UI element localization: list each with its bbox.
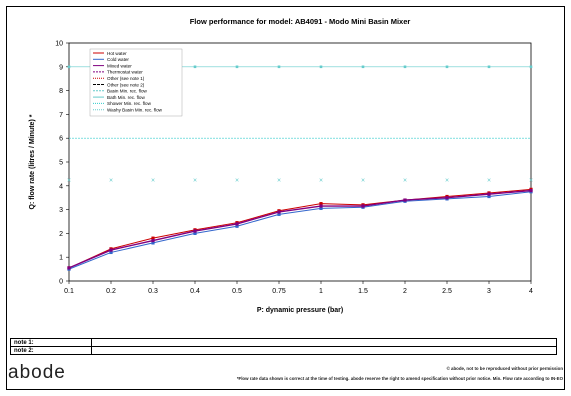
ref-marker-bath (277, 65, 281, 69)
legend-label: Bath Min. rec. flow (107, 95, 145, 100)
note-2-label: note 2: (14, 348, 34, 354)
ref-marker-washy-basin: × (277, 177, 281, 184)
x-tick-label: 2.5 (442, 288, 452, 295)
legend-label: Other (see note 2) (107, 82, 145, 87)
ref-marker-washy-basin: × (361, 177, 365, 184)
data-point (193, 231, 197, 235)
data-point (109, 248, 113, 252)
legend-label: Hot water (107, 51, 127, 56)
y-tick-label: 3 (59, 207, 63, 214)
series-line-mixed-water (68, 189, 532, 269)
data-point (529, 188, 533, 193)
y-tick-label: 6 (59, 136, 63, 143)
x-tick-label: 0.5 (232, 288, 242, 295)
data-point (319, 204, 323, 208)
copyright-text: © abode, not to be reproduced without pr… (446, 366, 563, 371)
data-point (319, 206, 323, 211)
x-tick-label: 1 (319, 288, 323, 295)
legend-label: Washy Basin Min. rec. flow (107, 108, 163, 113)
legend-label: Other (see note 1) (107, 76, 145, 81)
ref-marker-bath (487, 65, 491, 69)
data-point (67, 266, 71, 270)
flow-chart: Flow performance for model: AB4091 - Mod… (29, 17, 533, 314)
data-point (277, 210, 281, 214)
abode-logo: abode (8, 362, 66, 383)
data-point (487, 192, 491, 196)
x-tick-label: 1.5 (358, 288, 368, 295)
x-axis-label: P: dynamic pressure (bar) (257, 307, 343, 314)
legend-label: Cold water (107, 57, 129, 62)
ref-marker-bath (319, 65, 323, 69)
x-tick-label: 4 (529, 288, 533, 295)
series-line-cold-water (68, 191, 532, 270)
x-tick-label: 0.3 (148, 288, 158, 295)
data-point (235, 222, 239, 226)
legend-label: Basin Min. rec. flow (107, 89, 148, 94)
y-tick-label: 7 (59, 112, 63, 119)
legend-label: Mixed water (107, 63, 132, 68)
ref-marker-washy-basin: × (529, 177, 533, 184)
y-tick-label: 2 (59, 231, 63, 238)
ref-marker-washy-basin: × (487, 177, 491, 184)
data-point (151, 241, 155, 245)
y-axis-label: Q: flow rate (litres / Minute) * (29, 114, 36, 209)
ref-marker-washy-basin: × (193, 177, 197, 184)
series-line-hot-water (68, 188, 532, 269)
ref-marker-washy-basin: × (319, 177, 323, 184)
ref-marker-washy-basin: × (235, 177, 239, 184)
ref-marker-bath (403, 65, 407, 69)
ref-marker-bath (529, 65, 533, 69)
x-tick-label: 0.4 (190, 288, 200, 295)
data-point (151, 238, 155, 243)
ref-marker-washy-basin: × (445, 177, 449, 184)
chart-area: Flow performance for model: AB4091 - Mod… (10, 9, 557, 334)
ref-marker-washy-basin: × (109, 177, 113, 184)
data-point (445, 196, 449, 200)
data-point (277, 212, 281, 216)
legend-box (89, 48, 183, 117)
note-2-row: note 2: (10, 346, 557, 355)
y-tick-label: 1 (59, 255, 63, 262)
x-tick-label: 3 (487, 288, 491, 295)
data-point (361, 204, 365, 208)
ref-marker-washy-basin: × (151, 177, 155, 184)
y-tick-label: 9 (59, 64, 63, 71)
ref-marker-washy-basin: × (67, 177, 71, 184)
disclaimer-text: *Flow rate data shown is correct at the … (236, 376, 563, 381)
x-tick-label: 0.75 (272, 288, 286, 295)
note-2-divider (91, 347, 92, 355)
ref-marker-bath (235, 65, 239, 69)
data-point (193, 229, 197, 233)
ref-marker-washy-basin: × (403, 177, 407, 184)
ref-marker-bath (361, 65, 365, 69)
y-tick-label: 8 (59, 88, 63, 95)
x-tick-label: 0.2 (106, 288, 116, 295)
ref-marker-bath (193, 65, 197, 69)
x-tick-label: 2 (403, 288, 407, 295)
ref-marker-bath (67, 65, 71, 69)
y-tick-label: 0 (59, 279, 63, 286)
y-tick-label: 4 (59, 183, 63, 190)
data-point (319, 202, 323, 206)
ref-marker-bath (445, 65, 449, 69)
legend-label: Shower Min. rec. flow (107, 101, 152, 106)
page-frame (6, 6, 565, 390)
data-point (151, 236, 155, 240)
y-tick-label: 5 (59, 160, 63, 167)
legend-label: Thermostat water (107, 70, 143, 75)
data-point (487, 194, 491, 199)
chart-title: Flow performance for model: AB4091 - Mod… (190, 17, 411, 26)
data-point (403, 198, 407, 202)
data-point (235, 224, 239, 228)
note-1-label: note 1: (14, 340, 34, 346)
x-tick-label: 0.1 (64, 288, 74, 295)
y-tick-label: 10 (55, 41, 63, 48)
note-1-divider (91, 339, 92, 347)
data-point (109, 250, 113, 255)
